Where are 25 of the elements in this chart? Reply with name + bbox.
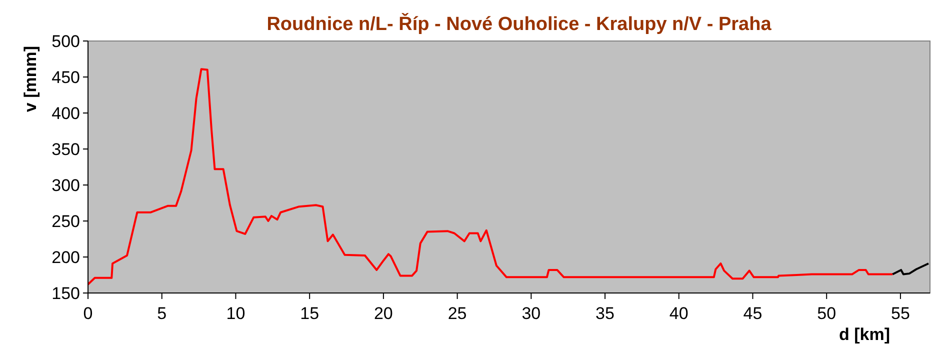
- y-axis-title: v [mnm]: [21, 46, 40, 112]
- x-tick-label: 55: [890, 304, 910, 323]
- x-tick-label: 25: [448, 304, 467, 323]
- x-tick-label: 45: [743, 304, 762, 323]
- y-tick-label: 350: [52, 140, 80, 159]
- x-tick-label: 35: [596, 304, 614, 323]
- x-tick-label: 50: [817, 304, 836, 323]
- x-tick-label: 40: [669, 304, 688, 323]
- line-series: [892, 262, 930, 276]
- line-series: [87, 68, 894, 286]
- x-tick-label: 10: [226, 304, 246, 323]
- y-tick-label: 500: [52, 32, 80, 51]
- y-tick-label: 450: [52, 68, 80, 87]
- y-tick-label: 200: [52, 248, 80, 267]
- y-tick-label: 250: [52, 212, 80, 231]
- x-axis-title: d [km]: [839, 325, 890, 344]
- x-tick-label: 30: [522, 304, 541, 323]
- x-tick-label: 0: [83, 304, 93, 323]
- chart-title: Roudnice n/L- Říp - Nové Ouholice - Kralupy n/V - Praha: [266, 12, 772, 35]
- y-tick-label: 150: [52, 284, 80, 303]
- y-tick-label: 300: [52, 176, 80, 195]
- x-tick-label: 20: [374, 304, 393, 323]
- x-tick-label: 15: [300, 304, 320, 323]
- x-tick-label: 5: [157, 304, 167, 323]
- y-tick-label: 400: [52, 104, 80, 123]
